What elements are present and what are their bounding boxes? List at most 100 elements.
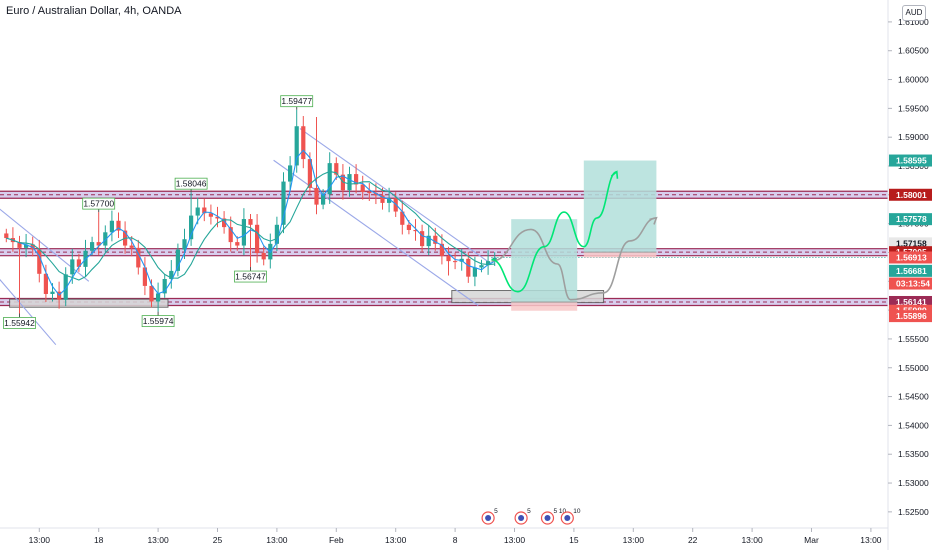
candle bbox=[380, 195, 385, 203]
candle bbox=[162, 278, 167, 294]
channel-line bbox=[0, 278, 57, 346]
candle bbox=[294, 126, 299, 166]
event-markers[interactable]: 5 5 5 10 10 bbox=[481, 508, 581, 525]
target-zone bbox=[511, 219, 578, 302]
price-tick-label: 1.60500 bbox=[898, 46, 929, 56]
candle bbox=[70, 259, 75, 275]
time-tick-label: 13:00 bbox=[504, 535, 526, 545]
annotation-box bbox=[174, 177, 208, 190]
time-tick-label: 18 bbox=[94, 535, 104, 545]
candle bbox=[222, 218, 227, 228]
candle bbox=[241, 219, 246, 246]
currency-badge[interactable]: AUD bbox=[902, 5, 926, 21]
price-badge-label: 1.57158 bbox=[896, 238, 927, 248]
candle bbox=[175, 249, 180, 271]
price-tick-label: 1.61000 bbox=[898, 17, 929, 27]
price-badge-label: 1.57578 bbox=[896, 214, 927, 224]
ma-slow-line bbox=[6, 170, 495, 281]
annotation-label: 1.55974 bbox=[143, 316, 174, 326]
candle bbox=[433, 235, 438, 244]
candle bbox=[182, 239, 187, 250]
event-count: 5 10 bbox=[554, 508, 567, 515]
candle bbox=[109, 220, 114, 233]
candle bbox=[215, 216, 220, 219]
candle bbox=[307, 159, 312, 188]
candle bbox=[136, 247, 141, 268]
candle bbox=[37, 249, 42, 274]
candle bbox=[116, 220, 121, 231]
price-badge bbox=[889, 188, 932, 201]
candle bbox=[248, 219, 253, 225]
annotation-label: 1.59477 bbox=[281, 96, 312, 106]
candle bbox=[274, 224, 279, 244]
grey-projection-path bbox=[491, 217, 657, 301]
candle bbox=[439, 243, 444, 256]
candle bbox=[129, 245, 134, 248]
time-tick-label: 13:00 bbox=[385, 535, 407, 545]
annotation-box bbox=[141, 315, 175, 328]
green-projection-arrow bbox=[610, 170, 619, 179]
candle bbox=[360, 184, 365, 192]
time-tick-label: 22 bbox=[688, 535, 698, 545]
candle bbox=[413, 229, 418, 232]
annotation-box bbox=[234, 270, 267, 283]
price-tick-label: 1.59500 bbox=[898, 103, 929, 113]
candle bbox=[387, 198, 392, 203]
price-tick-label: 1.53500 bbox=[898, 449, 929, 459]
candle bbox=[96, 242, 101, 246]
time-tick-label: 13:00 bbox=[741, 535, 763, 545]
channel-line bbox=[273, 159, 479, 306]
candle bbox=[4, 233, 9, 239]
annotation-box bbox=[82, 197, 116, 210]
time-tick-label: 8 bbox=[453, 535, 458, 545]
candle bbox=[17, 242, 22, 248]
candle bbox=[347, 174, 352, 191]
time-tick-label: 13:00 bbox=[623, 535, 645, 545]
candles bbox=[4, 109, 497, 314]
candle bbox=[156, 293, 161, 302]
price-projections[interactable] bbox=[491, 170, 658, 301]
candle bbox=[261, 253, 266, 260]
price-badges: 1.585951.580011.575781.571581.570051.569… bbox=[889, 154, 932, 323]
time-axis[interactable]: 13:00 18 13:00 25 13:00 Feb 13:00 8 13:00 15 13:00… bbox=[0, 527, 888, 545]
position-tools[interactable] bbox=[511, 160, 657, 311]
event-count: 5 bbox=[527, 508, 531, 515]
candle bbox=[195, 207, 200, 216]
candle bbox=[202, 207, 207, 214]
price-badge bbox=[889, 264, 932, 277]
price-annotations: 1.55942 1.57700 1.55974 1.58046 1.56747 1.594… bbox=[3, 95, 314, 329]
candle bbox=[142, 267, 147, 286]
event-count: 5 bbox=[494, 508, 498, 515]
candle bbox=[24, 244, 29, 248]
time-tick-label: Mar bbox=[804, 535, 819, 545]
candle bbox=[327, 163, 332, 195]
event-flag-icon bbox=[544, 515, 551, 521]
price-badge bbox=[889, 251, 932, 264]
candle bbox=[43, 273, 48, 294]
annotation-label: 1.58046 bbox=[176, 179, 207, 189]
candle bbox=[149, 285, 154, 302]
candle bbox=[288, 165, 293, 182]
candle bbox=[314, 187, 319, 205]
price-tick-label: 1.52500 bbox=[898, 507, 929, 517]
candle bbox=[479, 265, 484, 268]
event-count: 10 bbox=[573, 508, 581, 515]
target-zone bbox=[583, 160, 657, 253]
candle bbox=[354, 174, 359, 185]
event-flag-icon bbox=[564, 515, 571, 521]
candle bbox=[466, 258, 471, 277]
price-badge bbox=[889, 277, 932, 290]
candle bbox=[446, 255, 451, 262]
annotation-label: 1.55942 bbox=[4, 318, 35, 328]
candle bbox=[400, 211, 405, 225]
time-tick-label: 13:00 bbox=[147, 535, 169, 545]
price-badge-label: 1.56141 bbox=[896, 297, 927, 307]
chart-title: Euro / Australian Dollar, 4h, OANDA bbox=[6, 5, 182, 17]
price-badge-label: 03:13:54 bbox=[896, 279, 930, 289]
event-flag-icon bbox=[485, 515, 492, 521]
candle bbox=[453, 261, 458, 263]
time-tick-label: 15 bbox=[569, 535, 579, 545]
price-badge bbox=[889, 154, 932, 167]
